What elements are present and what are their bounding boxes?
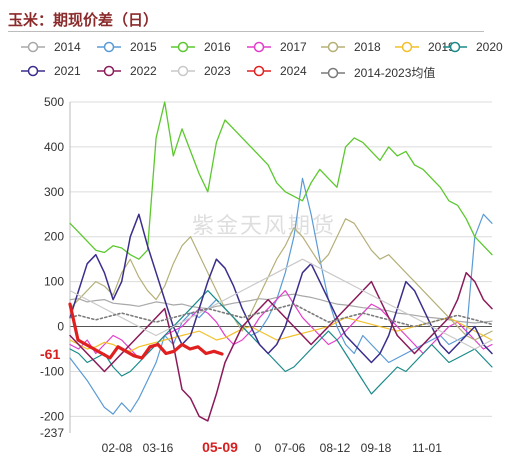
legend-label: 2020 — [476, 40, 503, 54]
legend-label: 2024 — [280, 64, 307, 78]
y-tick-label: 400 — [44, 140, 64, 154]
series-line — [69, 290, 493, 395]
legend-swatch-marker — [177, 41, 189, 53]
legend-item[interactable]: 2018 — [320, 40, 381, 54]
legend-item[interactable]: 2017 — [246, 40, 307, 54]
series-line — [69, 271, 493, 422]
legend-label: 2017 — [280, 40, 307, 54]
legend-label: 2016 — [204, 40, 231, 54]
legend-label: 2023 — [204, 64, 231, 78]
legend-swatch — [97, 65, 121, 77]
legend-swatch — [443, 41, 467, 53]
legend-swatch — [247, 41, 271, 53]
x-tick-label: 05-09 — [202, 439, 238, 455]
current-value-label: -61 — [40, 346, 60, 362]
series-line — [69, 258, 493, 350]
y-tick-label: 0 — [57, 320, 64, 334]
legend-swatch-marker — [401, 41, 413, 53]
legend-swatch — [321, 67, 345, 78]
legend-swatch — [21, 65, 45, 77]
legend-item[interactable]: 2024 — [246, 64, 307, 78]
series-line — [69, 293, 493, 324]
x-tick-label: 03-16 — [143, 441, 174, 455]
legend-label: 2021 — [54, 64, 81, 78]
y-tick-label: 200 — [44, 230, 64, 244]
y-tick-label: 300 — [44, 185, 64, 199]
legend-item[interactable]: 2014 — [20, 40, 81, 54]
series-line — [69, 303, 493, 328]
legend-label: 2022 — [130, 64, 157, 78]
legend-swatch-marker — [449, 41, 461, 53]
legend-swatch-marker — [103, 65, 115, 77]
legend-swatch-marker — [327, 67, 339, 78]
legend-label: 2019 — [428, 40, 455, 54]
legend-swatch-marker — [27, 65, 39, 77]
legend-item[interactable]: 2015 — [96, 40, 157, 54]
series-line — [69, 213, 493, 364]
legend-swatch-marker — [253, 65, 265, 77]
y-tick-label: 500 — [44, 95, 64, 109]
legend-item[interactable]: 2016 — [170, 40, 231, 54]
x-tick-label: 09-18 — [361, 441, 392, 455]
x-tick-label: 11-01 — [412, 441, 442, 455]
legend-item[interactable]: 2023 — [170, 64, 231, 78]
legend-swatch — [171, 65, 195, 77]
legend-label: 2014-2023均值 — [354, 66, 436, 80]
legend-label: 2014 — [54, 40, 81, 54]
legend-label: 2018 — [354, 40, 381, 54]
legend-label: 2015 — [130, 40, 157, 54]
y-tick-label: 100 — [44, 275, 64, 289]
x-tick-label: 08-12 — [320, 441, 351, 455]
legend-swatch-marker — [177, 65, 189, 77]
legend-item[interactable]: 2020 — [442, 40, 503, 54]
legend-item[interactable]: 2021 — [20, 64, 81, 78]
series-line — [69, 218, 493, 341]
legend-swatch-marker — [253, 41, 265, 53]
y-tick-label: -237 — [40, 426, 64, 440]
series-line — [68, 302, 224, 360]
legend-swatch-marker — [27, 41, 39, 53]
legend-item[interactable]: 2019 — [394, 40, 455, 54]
legend-swatch — [247, 65, 271, 77]
legend-swatch — [395, 41, 419, 53]
x-tick-label: 07-06 — [275, 441, 306, 455]
watermark: 紫金天风期货 — [192, 214, 337, 239]
legend-swatch-marker — [327, 41, 339, 53]
title-divider — [8, 31, 484, 32]
chart-title: 玉米：期现价差（日） — [8, 11, 159, 29]
series-line — [69, 101, 493, 260]
legend-item[interactable]: 2014-2023均值 — [320, 64, 435, 81]
legend-swatch-marker — [103, 41, 115, 53]
x-tick-label: 0 — [255, 441, 262, 455]
legend-swatch — [321, 41, 345, 53]
legend-swatch — [21, 41, 45, 53]
legend-item[interactable]: 2022 — [96, 64, 157, 78]
y-tick-label: -100 — [40, 364, 64, 378]
legend-swatch — [97, 41, 121, 53]
x-tick-label: 02-08 — [102, 441, 133, 455]
y-tick-label: -200 — [40, 409, 64, 423]
legend-swatch — [171, 41, 195, 53]
